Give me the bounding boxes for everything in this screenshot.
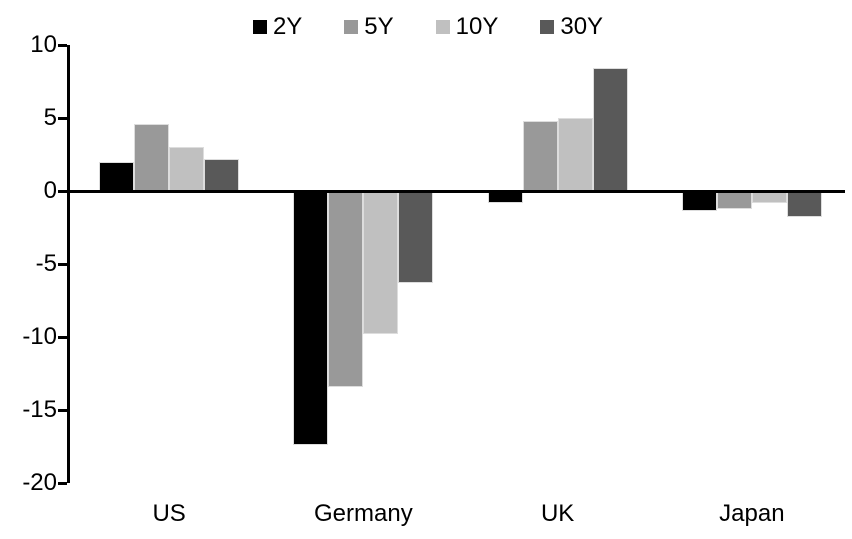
bar-uk-5y [522, 120, 558, 191]
y-axis-tick [58, 408, 67, 412]
chart-legend: 2Y 5Y 10Y 30Y [28, 12, 828, 42]
bar-germany-10y [363, 191, 399, 335]
legend-label: 5Y [364, 13, 394, 40]
x-axis-label-japan: Japan [719, 500, 785, 527]
bar-germany-5y [328, 191, 364, 387]
legend-item-10y: 10Y [435, 13, 499, 40]
legend-label: 30Y [560, 13, 604, 40]
bar-us-30y [204, 158, 240, 191]
bar-japan-10y [751, 191, 787, 203]
legend-swatch-10y [435, 20, 450, 34]
bar-japan-5y [716, 191, 752, 209]
x-axis-label-us: US [152, 500, 186, 527]
legend-label: 10Y [455, 13, 499, 40]
bar-us-10y [169, 147, 205, 191]
y-axis-tick [58, 262, 67, 266]
bar-us-5y [134, 123, 170, 191]
bar-uk-30y [592, 68, 628, 191]
y-axis-tick [58, 335, 67, 339]
bar-japan-30y [786, 191, 822, 218]
legend-item-30y: 30Y [540, 15, 603, 39]
y-axis-tick [58, 43, 67, 47]
bar-japan-2y [681, 191, 717, 212]
y-axis-tick [58, 481, 67, 485]
zero-baseline [68, 189, 845, 193]
y-axis-tick [58, 189, 67, 193]
legend-item-5y: 5Y [344, 13, 394, 40]
x-axis-label-uk: UK [540, 500, 575, 527]
y-axis-tick-label: -10 [22, 323, 57, 350]
bar-uk-10y [557, 118, 593, 191]
y-axis-tick-label: 0 [43, 177, 57, 204]
y-axis-tick-label: 5 [43, 104, 57, 131]
bar-uk-2y [487, 191, 523, 203]
legend-swatch-2y [252, 20, 267, 34]
y-axis-tick-label: -20 [22, 469, 57, 496]
bar-germany-2y [293, 191, 329, 446]
legend-swatch-5y [344, 20, 359, 34]
legend-swatch-30y [540, 20, 555, 34]
x-axis-label-germany: Germany [314, 500, 413, 527]
legend-item-2y: 2Y [252, 13, 303, 40]
y-axis-tick-label: -15 [22, 396, 57, 423]
y-axis-tick-label: -5 [35, 250, 57, 277]
y-axis-tick [58, 116, 67, 120]
legend-label: 2Y [272, 13, 303, 40]
y-axis-tick-label: 10 [30, 31, 57, 58]
plot-area [58, 43, 845, 485]
bar-germany-30y [398, 191, 434, 283]
bar-us-2y [99, 161, 135, 191]
y-axis-line [67, 45, 70, 483]
